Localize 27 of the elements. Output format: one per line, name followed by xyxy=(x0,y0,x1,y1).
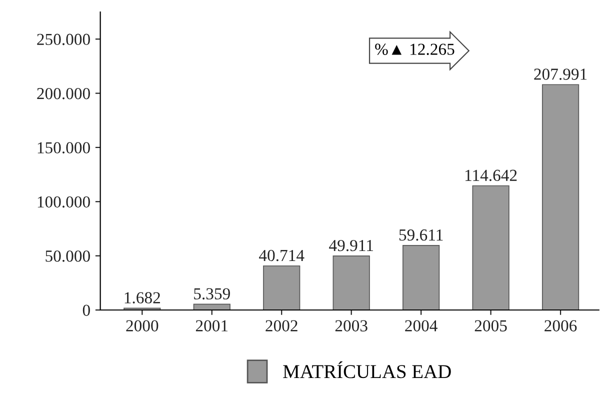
data-label: 207.991 xyxy=(534,68,587,80)
bar xyxy=(332,255,370,310)
bar xyxy=(402,244,440,310)
x-tick-label: 2006 xyxy=(544,320,577,332)
y-tick-label: 150.000 xyxy=(38,142,90,154)
y-tick-label: 200.000 xyxy=(37,88,90,100)
x-tick-label: 2002 xyxy=(266,320,298,332)
data-label: 49.911 xyxy=(329,240,373,252)
x-tick-label: 2004 xyxy=(405,320,438,332)
data-label: 40.714 xyxy=(259,250,304,262)
y-tick-label: 250.000 xyxy=(37,34,90,46)
data-label: 5.359 xyxy=(194,288,230,300)
y-tick-label: 100.000 xyxy=(38,196,90,208)
bar xyxy=(472,185,510,310)
x-tick-label: 2001 xyxy=(196,320,228,332)
legend-label: MATRÍCULAS EAD xyxy=(283,361,451,378)
x-tick-label: 2000 xyxy=(126,320,158,332)
x-tick-label: 2005 xyxy=(474,320,507,332)
bar xyxy=(542,84,580,310)
x-tick-label: 2003 xyxy=(335,320,368,332)
annotation: %▲ 12.265 xyxy=(375,44,454,55)
y-tick-label: 0 xyxy=(82,304,90,316)
data-label: 114.642 xyxy=(465,170,517,182)
y-tick-label: 50.000 xyxy=(46,250,90,262)
bar xyxy=(263,265,300,310)
data-label: 1.682 xyxy=(124,292,160,304)
data-label: 59.611 xyxy=(399,229,443,241)
